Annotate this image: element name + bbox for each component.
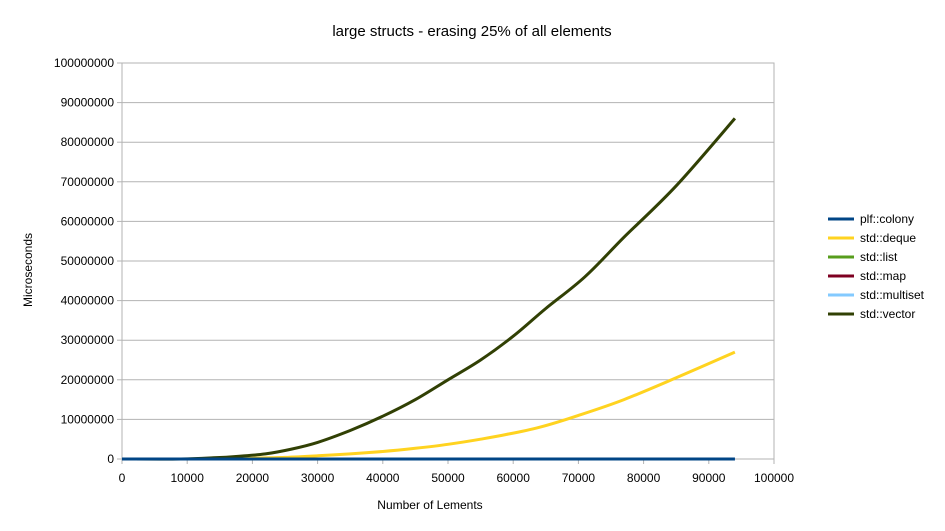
x-tick-label: 0 — [119, 471, 126, 485]
x-tick-label: 10000 — [171, 471, 205, 485]
x-tick-label: 50000 — [431, 471, 465, 485]
y-axis-ticks: 0 10000000 20000000 30000000 40000000 5000000… — [54, 56, 122, 466]
y-tick-label: 60000000 — [61, 214, 115, 228]
y-tick-label: 10000000 — [61, 412, 115, 426]
x-tick-label: 30000 — [301, 471, 335, 485]
legend-entry: std::vector — [860, 307, 915, 321]
y-tick-label: 40000000 — [61, 294, 115, 308]
y-tick-label: 90000000 — [61, 96, 115, 110]
x-tick-label: 40000 — [366, 471, 400, 485]
legend-entry: std::list — [860, 250, 898, 264]
legend: plf::colonystd::dequestd::liststd::mapst… — [828, 212, 925, 321]
chart-title: large structs - erasing 25% of all eleme… — [332, 23, 611, 40]
x-tick-label: 80000 — [627, 471, 661, 485]
x-axis-ticks: 0 10000 20000 30000 40000 50000 60000 70000 8000… — [119, 459, 794, 485]
y-tick-label: 100000000 — [54, 56, 114, 70]
legend-entry: plf::colony — [860, 212, 914, 226]
series-layer — [121, 117, 737, 461]
series-line-std-vector — [121, 117, 737, 461]
x-axis-label: Number of Lements — [377, 498, 482, 512]
x-tick-label: 90000 — [692, 471, 726, 485]
y-tick-label: 30000000 — [61, 333, 115, 347]
y-tick-label: 20000000 — [61, 373, 115, 387]
x-tick-label: 60000 — [497, 471, 531, 485]
x-tick-label: 20000 — [236, 471, 270, 485]
series-line-std-deque — [122, 350, 736, 461]
y-tick-label: 70000000 — [61, 175, 115, 189]
x-tick-label: 100000 — [754, 471, 794, 485]
y-tick-label: 80000000 — [61, 135, 115, 149]
y-tick-label: 0 — [107, 452, 114, 466]
x-tick-label: 70000 — [562, 471, 596, 485]
legend-entry: std::map — [860, 269, 906, 283]
y-axis-label: Microseconds — [21, 233, 35, 307]
legend-entry: std::deque — [860, 231, 916, 245]
grid-lines — [122, 62, 774, 460]
y-tick-label: 50000000 — [61, 254, 115, 268]
legend-entry: std::multiset — [860, 288, 925, 302]
